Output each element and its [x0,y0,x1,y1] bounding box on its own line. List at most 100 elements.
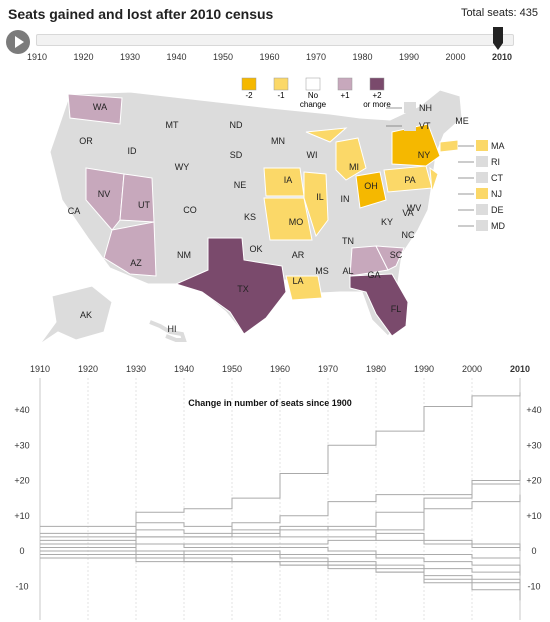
callout-swatch-vt [404,120,416,131]
chart-y-tick-label-left: +30 [14,440,29,450]
legend-label: +2 [372,91,382,100]
state-label-tn: TN [342,236,354,246]
chart-series-line [40,546,521,573]
timeline-year-label[interactable]: 1930 [120,52,141,62]
timeline-year-label[interactable]: 1910 [27,52,48,62]
callout-swatch-ct [476,172,488,183]
chart-y-tick-label-left: +10 [14,511,29,521]
state-label-wv: WV [407,203,422,213]
chart-x-tick-label: 1910 [30,364,50,374]
timeline-slider-track[interactable] [36,34,514,46]
state-label-mt: MT [166,120,179,130]
legend-label: -2 [245,91,253,100]
chart-y-tick-label-right: 0 [531,546,536,556]
legend-label: change [300,100,327,109]
play-button[interactable] [6,30,30,54]
chart-x-tick-label: 1950 [222,364,242,374]
chart-x-tick-label: 1920 [78,364,98,374]
state-il [303,171,329,238]
state-nv [85,167,125,231]
timeline-year-label[interactable]: 1970 [306,52,327,62]
chart-y-tick-label-right: -10 [527,581,540,591]
state-label-ky: KY [381,217,393,227]
state-label-ia: IA [284,175,293,185]
state-label-ne: NE [234,180,247,190]
callout-swatch-ri [476,156,488,167]
chart-x-tick-label: 2000 [462,364,482,374]
chart-y-tick-label-right: +10 [526,511,541,521]
legend-swatch [273,77,289,91]
state-label-ak: AK [80,310,92,320]
state-label-ca: CA [68,206,81,216]
state-label-ok: OK [249,244,262,254]
chart-x-tick-label: 1940 [174,364,194,374]
callout-swatch-md [476,220,488,231]
chart-series-line [40,557,521,576]
state-mi-up [305,127,348,143]
state-label-va: VA [402,208,413,218]
timeline-slider-handle[interactable] [491,27,505,51]
chart-x-tick-label: 1970 [318,364,338,374]
state-az [103,221,157,277]
state-label-mn: MN [271,136,285,146]
state-labels: WA OR ID MT ND MN WI MI NY ME SD WY IA IL IN OH PA NE NV UT… [68,102,469,334]
chart-y-tick-label-right: +20 [526,476,541,486]
chart-x-tick-label: 1930 [126,364,146,374]
callout-label-md: MD [491,221,505,231]
state-label-nc: NC [402,230,415,240]
timeline-year-label[interactable]: 1940 [166,52,187,62]
state-label-nd: ND [230,120,243,130]
state-label-mo: MO [289,217,304,227]
chart-y-tick-label-left: +20 [14,476,29,486]
state-sc [375,245,405,271]
state-nj [429,166,439,193]
state-ma [439,139,459,153]
chart-series-line [40,392,521,541]
play-icon [15,36,24,48]
legend-swatch [241,77,257,91]
state-mi [335,137,367,181]
legend-swatch [337,77,353,91]
state-label-sd: SD [230,150,243,160]
state-tx [174,237,287,335]
timeline-year-label[interactable]: 1950 [213,52,234,62]
callout-swatch-nj [476,188,488,199]
callout-label-de: DE [491,205,504,215]
state-hi [149,320,187,342]
timeline-year-label[interactable]: 1980 [352,52,373,62]
callout-swatch-nh [404,102,416,113]
timeline-year-label[interactable]: 2000 [445,52,466,62]
timeline-year-label[interactable]: 1920 [73,52,94,62]
legend-swatch [369,77,385,91]
chart-x-tick-label: 1980 [366,364,386,374]
callout-label-vt: VT [419,121,431,131]
chart-y-tick-label-right: +30 [526,440,541,450]
timeline-year-label[interactable]: 1960 [259,52,280,62]
state-label-or: OR [79,136,93,146]
state-label-co: CO [183,205,197,215]
chart-y-tick-label-right: +40 [526,405,541,415]
callout-swatch-de [476,204,488,215]
state-label-fl: FL [391,304,402,314]
chart-series-line [40,529,520,548]
timeline-year-label[interactable]: 2010 [492,52,513,62]
state-label-la: LA [292,276,303,286]
state-ak [39,285,113,345]
state-label-ms: MS [315,266,329,276]
state-label-az: AZ [130,258,142,268]
state-label-ks: KS [244,212,256,222]
timeline-year-label[interactable]: 1990 [399,52,420,62]
state-label-wa: WA [93,102,107,112]
state-label-ny: NY [418,150,431,160]
chart-x-tick-labels: 1910 1920 1930 1940 1950 1960 1970 1980 1990 2000… [30,364,530,374]
change-chart: 1910 1920 1930 1940 1950 1960 1970 1980 1990 2000… [14,364,542,620]
chart-x-tick-label: 1990 [414,364,434,374]
state-label-wi: WI [307,150,318,160]
chart-x-tick-label: 2010 [510,364,530,374]
chart-gridlines [39,378,521,620]
state-label-ga: GA [367,270,380,280]
callout-label-nh: NH [419,103,432,113]
page-title: Seats gained and lost after 2010 census [8,6,274,22]
